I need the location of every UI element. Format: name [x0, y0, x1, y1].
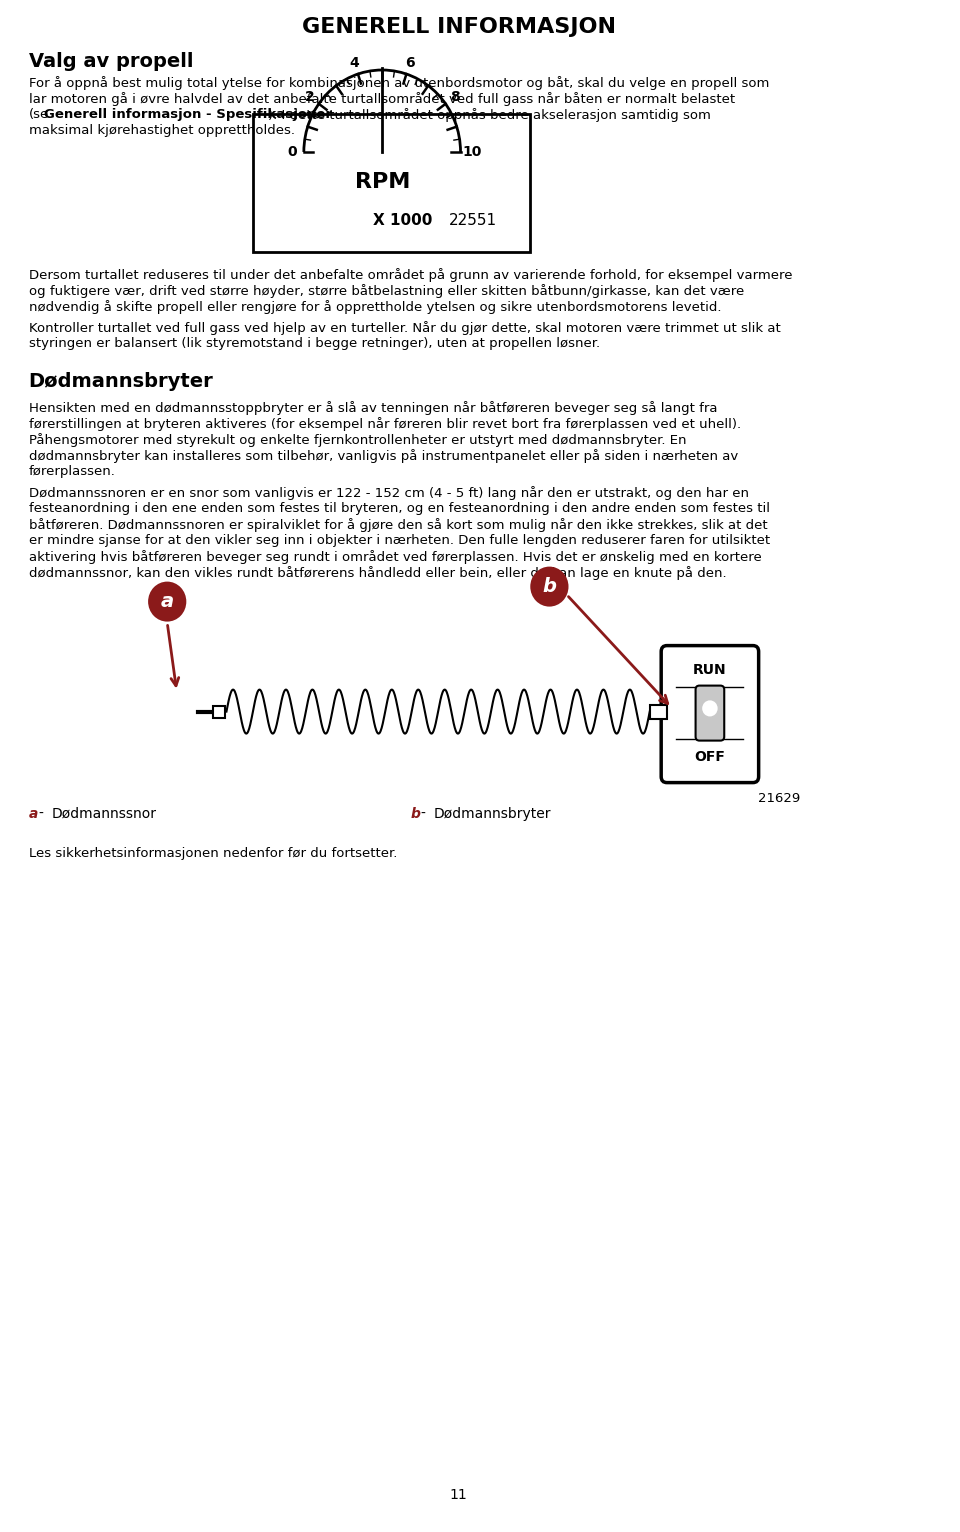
Text: styringen er balansert (lik styremotstand i begge retninger), uten at propellen : styringen er balansert (lik styremotstan…	[29, 337, 600, 349]
Bar	[650, 705, 667, 719]
Text: a: a	[29, 807, 38, 821]
Text: RUN: RUN	[693, 663, 727, 677]
Text: Valg av propell: Valg av propell	[29, 52, 193, 70]
Text: festeanordning i den ene enden som festes til bryteren, og en festeanordning i d: festeanordning i den ene enden som feste…	[29, 501, 770, 515]
Text: Dødmannsbryter: Dødmannsbryter	[29, 372, 213, 391]
Text: Dødmannssnoren er en snor som vanligvis er 122 - 152 cm (4 - 5 ft) lang når den : Dødmannssnoren er en snor som vanligvis …	[29, 486, 749, 499]
Text: Les sikkerhetsinformasjonen nedenfor før du fortsetter.: Les sikkerhetsinformasjonen nedenfor før…	[29, 847, 397, 859]
Text: 11: 11	[449, 1488, 468, 1501]
Text: nødvendig å skifte propell eller rengjøre for å opprettholde ytelsen og sikre ut: nødvendig å skifte propell eller rengjør…	[29, 300, 721, 314]
Text: førerstillingen at bryteren aktiveres (for eksempel når føreren blir revet bort : førerstillingen at bryteren aktiveres (f…	[29, 417, 741, 430]
Text: 8: 8	[450, 90, 460, 104]
Text: GENERELL INFORMASJON: GENERELL INFORMASJON	[301, 17, 615, 37]
Text: dødmannssnor, kan den vikles rundt båtførerens håndledd eller bein, eller du kan: dødmannssnor, kan den vikles rundt båtfø…	[29, 565, 727, 579]
Text: OFF: OFF	[694, 749, 726, 763]
Text: 21629: 21629	[757, 792, 800, 804]
Text: -: -	[420, 807, 425, 821]
Text: og fuktigere vær, drift ved større høyder, større båtbelastning eller skitten bå: og fuktigere vær, drift ved større høyde…	[29, 283, 744, 297]
Text: Påhengsmotorer med styrekult og enkelte fjernkontrollenheter er utstyrt med dødm: Påhengsmotorer med styrekult og enkelte …	[29, 434, 686, 447]
FancyBboxPatch shape	[661, 645, 758, 783]
Text: b: b	[542, 578, 557, 596]
Text: 4: 4	[349, 55, 359, 69]
Text: 2: 2	[304, 90, 315, 104]
Text: RPM: RPM	[354, 172, 410, 192]
FancyBboxPatch shape	[696, 686, 724, 740]
Text: lar motoren gå i øvre halvdel av det anbefalte turtallsområdet ved full gass når: lar motoren gå i øvre halvdel av det anb…	[29, 92, 734, 106]
Circle shape	[530, 567, 568, 607]
Text: 0: 0	[288, 146, 298, 159]
Text: 10: 10	[463, 146, 482, 159]
Text: maksimal kjørehastighet opprettholdes.: maksimal kjørehastighet opprettholdes.	[29, 124, 295, 136]
Text: Kontroller turtallet ved full gass ved hjelp av en turteller. Når du gjør dette,: Kontroller turtallet ved full gass ved h…	[29, 320, 780, 336]
Text: X 1000: X 1000	[372, 213, 432, 227]
Text: (se: (se	[29, 107, 49, 121]
Text: 6: 6	[405, 55, 415, 69]
Circle shape	[704, 702, 716, 715]
Ellipse shape	[146, 700, 179, 723]
Text: Dødmannsbryter: Dødmannsbryter	[434, 807, 551, 821]
Text: a: a	[160, 591, 174, 611]
Circle shape	[148, 582, 186, 622]
Text: båtføreren. Dødmannssnoren er spiralviklet for å gjøre den så kort som mulig når: båtføreren. Dødmannssnoren er spiralvikl…	[29, 518, 767, 532]
Ellipse shape	[167, 702, 196, 722]
Text: dødmannsbryter kan installeres som tilbehør, vanligvis på instrumentpanelet elle: dødmannsbryter kan installeres som tilbe…	[29, 449, 738, 463]
Circle shape	[372, 192, 392, 211]
Text: 22551: 22551	[449, 213, 497, 227]
Bar	[253, 113, 530, 251]
Bar	[213, 706, 225, 717]
Circle shape	[378, 198, 386, 205]
Text: For å oppnå best mulig total ytelse for kombinasjonen av utenbordsmotor og båt, : For å oppnå best mulig total ytelse for …	[29, 77, 769, 90]
Text: b: b	[411, 807, 420, 821]
Text: førerplassen.: førerplassen.	[29, 464, 115, 478]
Text: er mindre sjanse for at den vikler seg inn i objekter i nærheten. Den fulle leng: er mindre sjanse for at den vikler seg i…	[29, 533, 770, 547]
Text: aktivering hvis båtføreren beveger seg rundt i området ved førerplassen. Hvis de: aktivering hvis båtføreren beveger seg r…	[29, 550, 761, 564]
Text: Dødmannssnor: Dødmannssnor	[52, 807, 156, 821]
Text: ). I dette turtallsområdet oppnås bedre akselerasjon samtidig som: ). I dette turtallsområdet oppnås bedre …	[268, 107, 710, 123]
Text: -: -	[38, 807, 43, 821]
Text: Dersom turtallet reduseres til under det anbefalte området på grunn av varierend: Dersom turtallet reduseres til under det…	[29, 268, 792, 282]
Text: Hensikten med en dødmannsstoppbryter er å slå av tenningen når båtføreren bevege: Hensikten med en dødmannsstoppbryter er …	[29, 401, 717, 415]
Text: Generell informasjon - Spesifikasjoner: Generell informasjon - Spesifikasjoner	[44, 107, 332, 121]
